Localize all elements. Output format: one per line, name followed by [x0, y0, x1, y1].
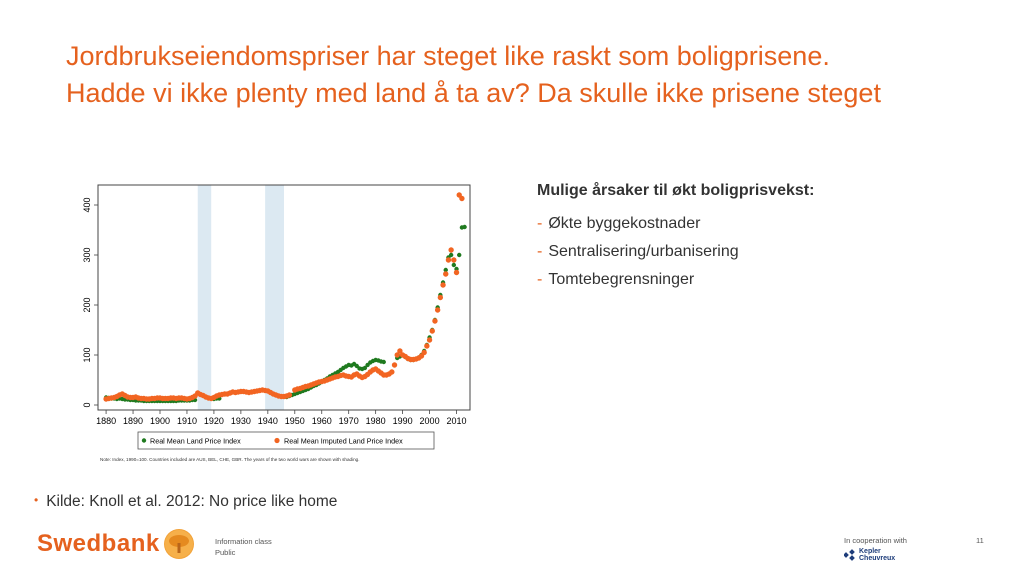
- info-class-value: Public: [215, 548, 236, 557]
- source-note: • Kilde: Knoll et al. 2012: No price like…: [34, 493, 337, 511]
- x-tick-label: 1890: [123, 416, 143, 426]
- y-tick-label: 100: [82, 347, 92, 362]
- imputed-price-point: [451, 257, 457, 263]
- causes-heading: Mulige årsaker til økt boligprisvekst:: [537, 182, 815, 199]
- land-price-point: [462, 224, 467, 230]
- information-class: Information class Public: [215, 536, 272, 558]
- plot-frame: [97, 184, 471, 411]
- imputed-price-point: [389, 369, 395, 375]
- y-tick-label: 0: [82, 402, 92, 407]
- cooperation-label: In cooperation with: [844, 536, 907, 545]
- legend-land-label: Real Mean Land Price Index: [150, 437, 241, 446]
- kepler-icon: [843, 549, 856, 561]
- imputed-price-point: [424, 343, 430, 349]
- imputed-price-point: [453, 269, 460, 276]
- cause-text: Sentralisering/urbanisering: [548, 243, 739, 260]
- partner-line-1: Kepler: [859, 548, 881, 555]
- imputed-price-point: [448, 247, 454, 253]
- x-tick-label: 1910: [177, 416, 197, 426]
- legend-land-marker: [141, 438, 147, 443]
- source-text: Kilde: Knoll et al. 2012: No price like …: [46, 493, 338, 510]
- oak-tree-icon: [163, 529, 194, 559]
- x-tick-label: 2000: [420, 416, 440, 426]
- imputed-price-point: [434, 307, 441, 313]
- legend-imputed-marker: [274, 437, 280, 444]
- partner-line-2: Cheuvreux: [859, 555, 896, 562]
- x-tick-label: 1960: [312, 416, 332, 426]
- imputed-price-point: [443, 271, 449, 277]
- imputed-price-point: [286, 392, 293, 398]
- x-tick-label: 1970: [339, 416, 359, 426]
- legend-imputed-label: Real Mean Imputed Land Price Index: [284, 437, 403, 446]
- possible-causes: Mulige årsaker til økt boligprisvekst: -…: [537, 180, 957, 294]
- cause-item: - Tomtebegrensninger: [537, 266, 957, 294]
- imputed-price-point: [394, 352, 400, 358]
- slide-title: Jordbrukseiendomspriser har steget like …: [66, 38, 966, 112]
- info-class-label: Information class: [215, 537, 272, 546]
- land-price-point: [448, 252, 454, 258]
- title-line-1: Jordbrukseiendomspriser har steget like …: [66, 41, 830, 71]
- x-tick-label: 1920: [204, 416, 224, 426]
- imputed-price-point: [429, 328, 435, 334]
- legend-box: [137, 431, 435, 450]
- x-tick-label: 1990: [393, 416, 413, 426]
- cause-dash: -: [537, 243, 543, 260]
- chart-svg: 1880 1890 1900 1910 1920 1930 1940 1950 1960 1970…: [82, 184, 471, 462]
- imputed-price-point: [432, 318, 438, 324]
- x-tick-label: 1980: [366, 416, 386, 426]
- bullet-icon: •: [34, 493, 39, 507]
- imputed-price-point: [391, 362, 398, 368]
- y-tick-label: 400: [82, 197, 92, 212]
- x-tick-label: 1900: [150, 416, 170, 426]
- war-period-shade: [197, 185, 212, 410]
- land-price-point: [457, 252, 462, 258]
- cause-text: Tomtebegrensninger: [548, 271, 695, 288]
- price-index-chart: 1880 1890 1900 1910 1920 1930 1940 1950 1960 1970…: [78, 180, 478, 470]
- y-tick-label: 300: [82, 247, 92, 262]
- cause-item: - Sentralisering/urbanisering: [537, 238, 957, 266]
- land-price-point: [443, 267, 448, 273]
- y-tick-label: 200: [82, 297, 92, 312]
- imputed-price-point: [440, 282, 446, 288]
- cause-text: Økte byggekostnader: [548, 215, 701, 232]
- cause-dash: -: [537, 271, 543, 288]
- x-tick-label: 1950: [285, 416, 305, 426]
- imputed-price-point: [437, 294, 444, 301]
- swedbank-logo: Swedbank: [37, 528, 194, 560]
- brand-name: Swedbank: [37, 530, 160, 557]
- imputed-price-point: [397, 348, 403, 354]
- x-tick-label: 1930: [231, 416, 251, 426]
- title-line-2: Hadde vi ikke plenty med land å ta av? D…: [66, 78, 881, 108]
- land-price-point: [451, 262, 457, 268]
- x-tick-label: 1880: [96, 416, 116, 426]
- chart-note: Note: Index, 1990=100. Countries include…: [100, 457, 359, 462]
- page-number: 11: [976, 536, 984, 545]
- imputed-price-point: [459, 195, 465, 202]
- cause-item: - Økte byggekostnader: [537, 210, 957, 238]
- land-price-point: [362, 365, 368, 371]
- war-period-shade: [265, 185, 284, 410]
- x-tick-label: 1940: [258, 416, 278, 426]
- imputed-price-point: [445, 257, 452, 263]
- kepler-cheuvreux-logo: Kepler Cheuvreux: [843, 548, 896, 562]
- imputed-price-point: [421, 349, 427, 356]
- land-price-point: [381, 359, 386, 365]
- cause-dash: -: [537, 215, 543, 232]
- x-tick-label: 2010: [447, 416, 467, 426]
- imputed-price-point: [426, 337, 433, 343]
